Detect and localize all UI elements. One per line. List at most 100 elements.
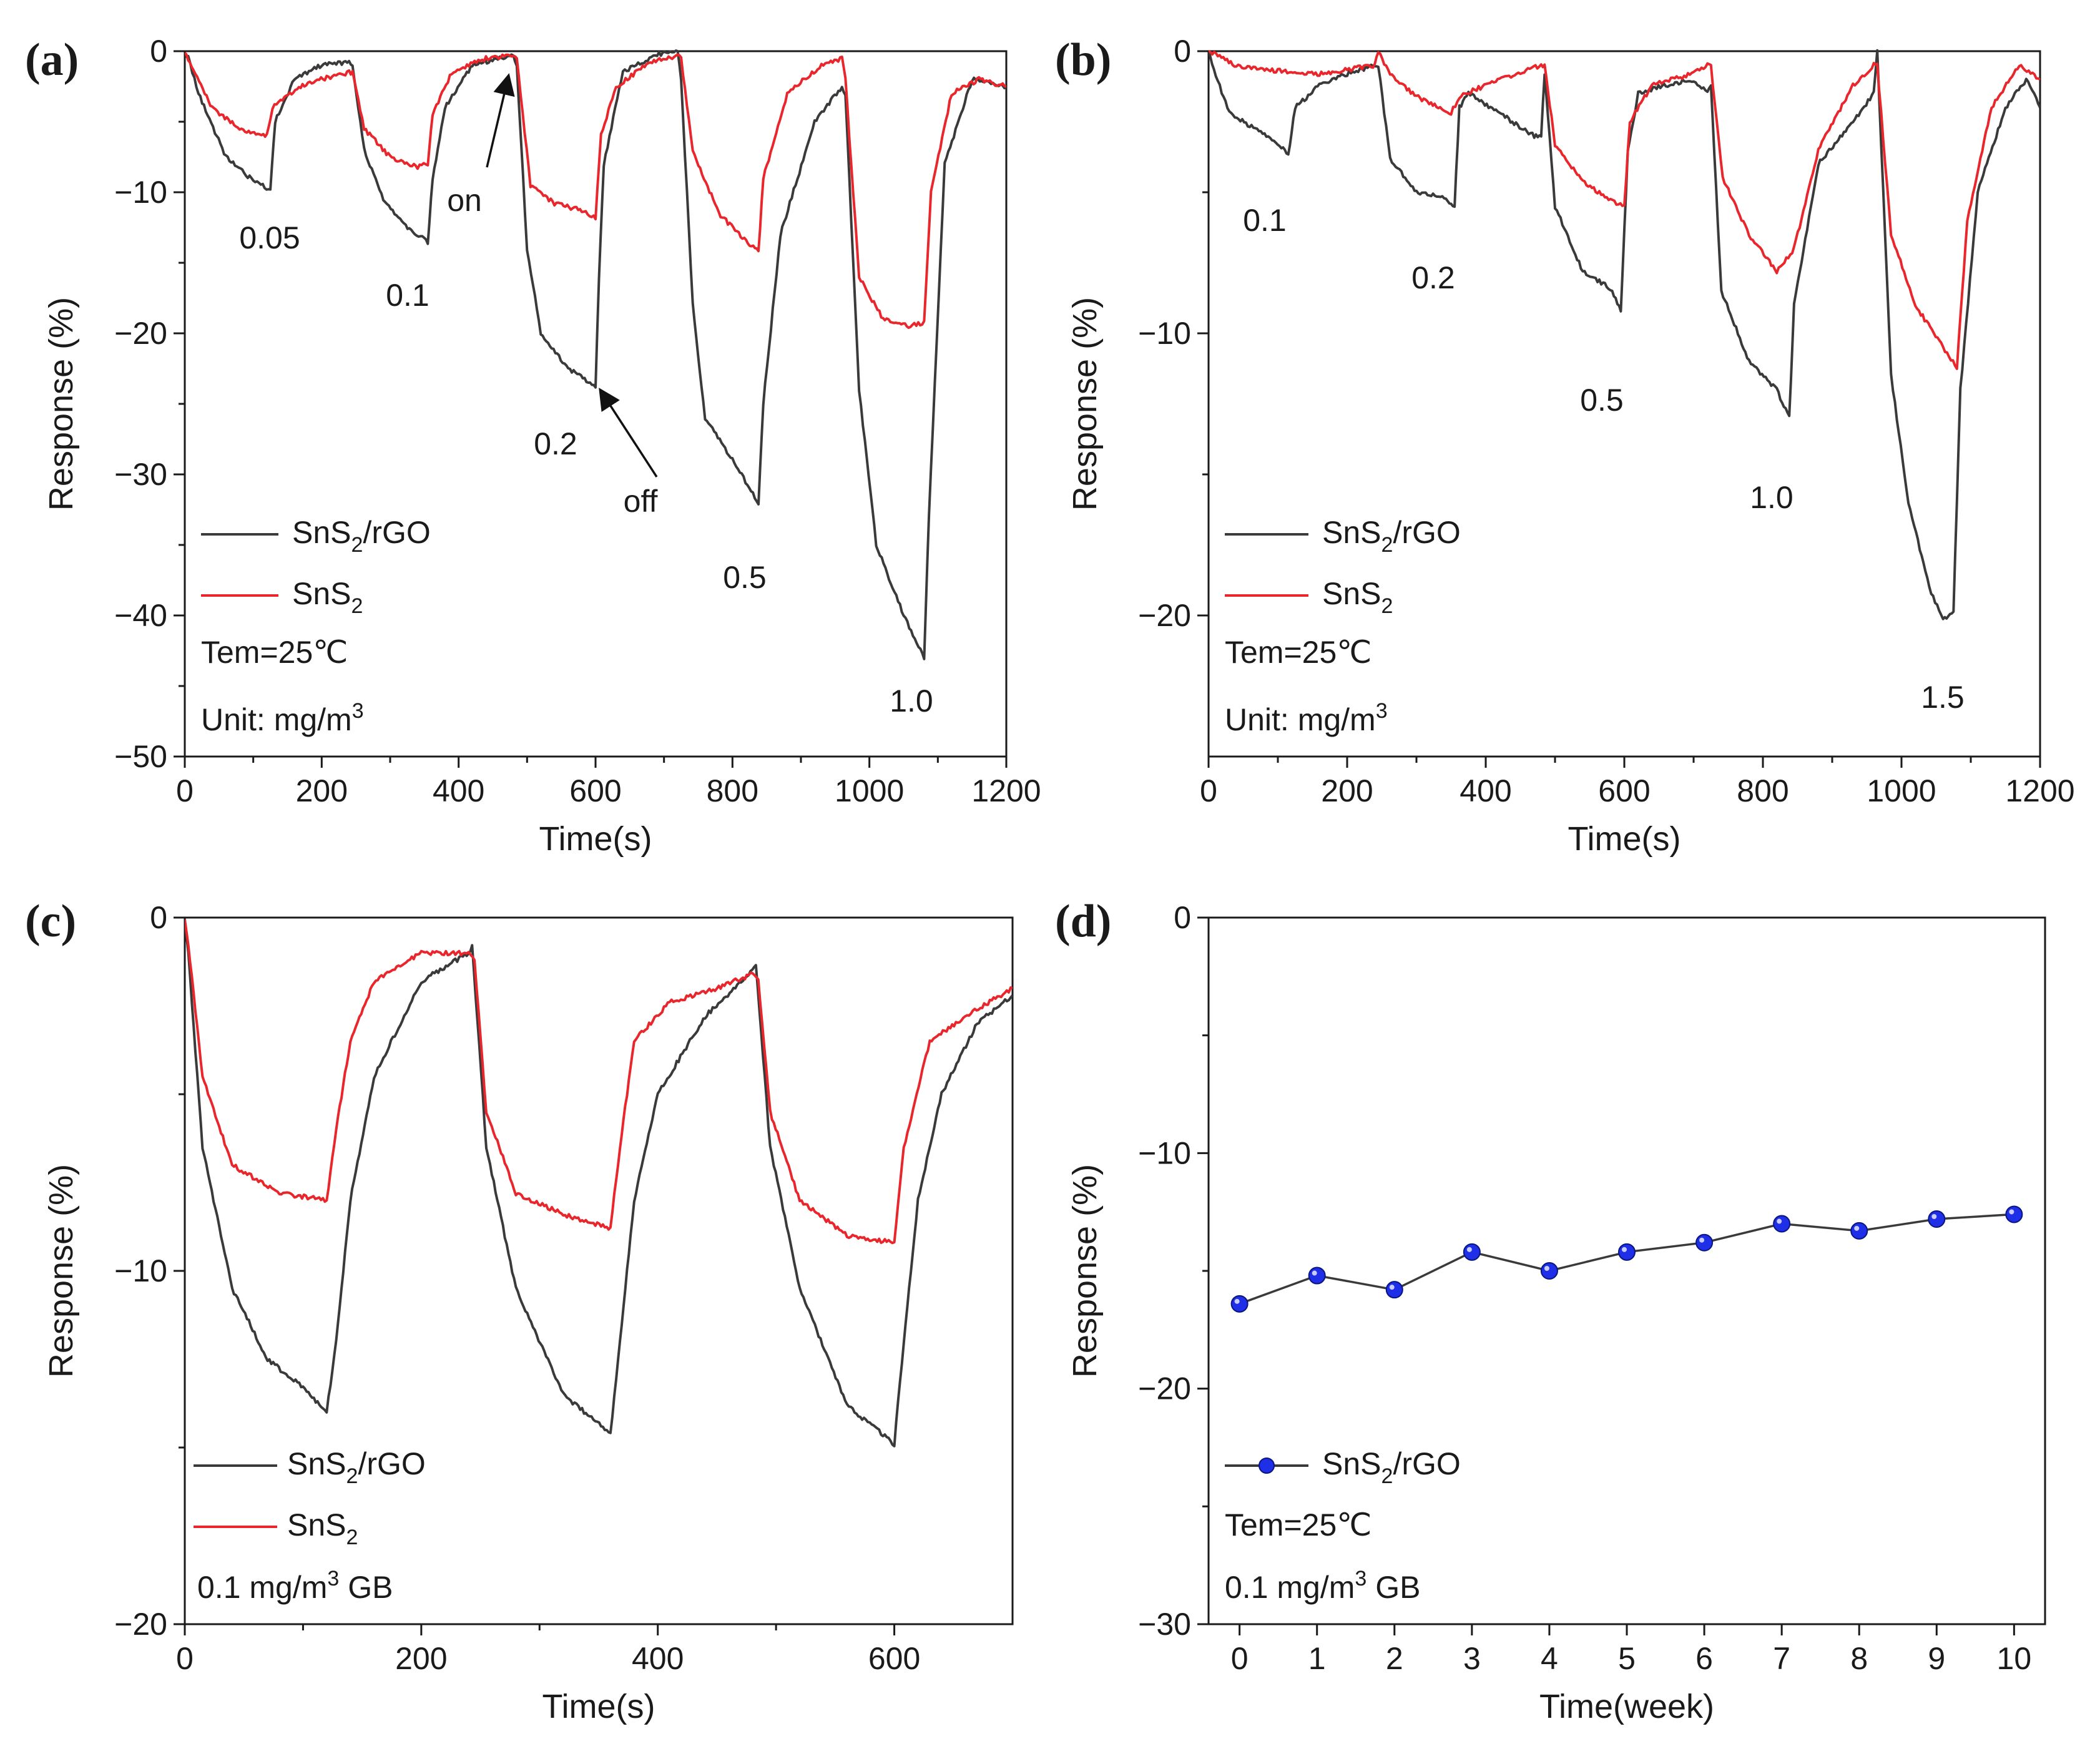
concentration-label-a: 0.1: [386, 278, 429, 313]
legend-label-a-sub: 2: [351, 533, 363, 557]
annotation-on: on: [447, 183, 482, 218]
note-d: 0.1 mg/m3 GB: [1225, 1567, 1420, 1605]
series-line-sns2-rgo-a: [185, 49, 1006, 660]
note-d-sup: 3: [1355, 1567, 1366, 1590]
data-point-highlight: [1389, 1285, 1395, 1290]
legend-label-d: SnS2/rGO: [1322, 1446, 1461, 1488]
series-line-sns2-a: [185, 52, 1006, 330]
note-a-main: Tem=25℃: [201, 635, 348, 670]
legend-label-c-tail: /rGO: [358, 1446, 425, 1481]
x-tick-label-d: 1: [1308, 1641, 1326, 1676]
series-line-sns2-rgo-b: [1209, 49, 2040, 620]
legend-label-d-tail: /rGO: [1393, 1446, 1460, 1481]
concentration-label-a: 0.05: [239, 220, 300, 255]
legend-label-b: SnS2: [1322, 576, 1393, 618]
legend-label-b-main: SnS: [1322, 515, 1381, 550]
x-tick-label-c: 600: [868, 1641, 920, 1676]
note-c-sup: 3: [327, 1567, 339, 1590]
x-tick-label-b: 400: [1460, 773, 1511, 808]
y-tick-label-c: −10: [114, 1253, 167, 1288]
panel-a: (a) 0 200 400 600 800 1000 1200 0 −10 −20 −30 −40 −50…: [25, 34, 1041, 858]
concentration-label-b: 0.2: [1411, 260, 1455, 295]
note-a-main: Unit: mg/m: [201, 702, 352, 737]
note-b-main: Tem=25℃: [1225, 635, 1371, 670]
legend-label-d-main: SnS: [1322, 1446, 1381, 1481]
x-tick-label-d: 8: [1850, 1641, 1868, 1676]
note-d-main: Tem=25℃: [1225, 1507, 1371, 1542]
x-tick-label-b: 600: [1598, 773, 1650, 808]
y-tick-label-d: −10: [1138, 1135, 1191, 1170]
concentration-label-b: 0.5: [1580, 383, 1624, 418]
data-point-highlight: [1777, 1218, 1782, 1224]
x-tick-label-b: 200: [1321, 773, 1373, 808]
y-tick-label-d: −20: [1138, 1371, 1191, 1406]
y-tick-label-b: 0: [1174, 34, 1191, 69]
y-tick-label-c: −20: [114, 1607, 167, 1642]
x-tick-label-d: 0: [1231, 1641, 1249, 1676]
x-tick-label-d: 9: [1928, 1641, 1945, 1676]
note-c: 0.1 mg/m3 GB: [197, 1567, 393, 1605]
data-point-highlight: [1312, 1270, 1317, 1276]
data-point-week-5: [1618, 1243, 1636, 1261]
x-tick-label-a: 800: [707, 773, 758, 808]
y-axis-title-a: Response (%): [42, 297, 80, 511]
legend-label-b-sub: 2: [1381, 594, 1393, 618]
x-tick-label-d: 10: [1997, 1641, 2032, 1676]
note-c-tail: GB: [339, 1570, 393, 1605]
legend-label-a: SnS2/rGO: [292, 515, 431, 557]
series-group-a: [185, 49, 1006, 660]
annotation-off: off: [624, 484, 658, 519]
panel-b: (b) 0 200 400 600 800 1000 1200 0 −10 −20 Time(s) Re…: [1055, 34, 2075, 858]
legend-label-b: SnS2/rGO: [1322, 515, 1461, 557]
data-point-highlight: [1931, 1213, 1937, 1219]
x-tick-label-a: 0: [176, 773, 194, 808]
annotation-arrow-on: [486, 73, 515, 168]
data-point-highlight: [1854, 1225, 1860, 1231]
panel-d: (d) 0 1 2 3 4 5 6 7 8 9 10 0 −10 −20 −30 Time(week) Respo…: [1055, 896, 2046, 1725]
data-point-week-0: [1230, 1295, 1249, 1313]
legend-label-c: SnS2/rGO: [287, 1446, 426, 1488]
legend-marker-d: [1259, 1458, 1275, 1474]
concentration-label-b: 1.0: [1750, 480, 1793, 515]
legend-label-b-tail: /rGO: [1393, 515, 1460, 550]
concentration-label-b: 0.1: [1243, 203, 1287, 238]
legend-label-a-tail: /rGO: [363, 515, 430, 550]
series-group-b: [1209, 49, 2040, 620]
panel-label-a: (a): [25, 34, 79, 86]
data-point-highlight: [1699, 1237, 1705, 1243]
data-point-week-8: [1850, 1222, 1868, 1240]
note-a: Unit: mg/m3: [201, 699, 364, 737]
legend-label-a-main: SnS: [292, 576, 351, 611]
legend-label-b-main: SnS: [1322, 576, 1381, 611]
data-point-week-3: [1463, 1243, 1481, 1261]
legend-label-c: SnS2: [287, 1507, 358, 1549]
x-tick-label-b: 1000: [1867, 773, 1936, 808]
x-axis-title-c: Time(s): [542, 1688, 655, 1725]
x-tick-label-c: 200: [395, 1641, 447, 1676]
y-axis-title-d: Response (%): [1066, 1164, 1104, 1378]
legend-label-a: SnS2: [292, 576, 363, 618]
legend-label-c-main: SnS: [287, 1507, 346, 1542]
y-tick-label-a: −50: [114, 739, 167, 774]
panel-label-b: (b): [1055, 34, 1111, 86]
legend-label-c-main: SnS: [287, 1446, 346, 1481]
x-tick-label-a: 1200: [971, 773, 1041, 808]
concentration-label-a: 0.5: [723, 560, 767, 595]
y-tick-label-b: −20: [1138, 598, 1191, 633]
note-b-main: Unit: mg/m: [1225, 702, 1376, 737]
data-point-highlight: [1622, 1247, 1627, 1252]
data-point-highlight: [1544, 1266, 1549, 1271]
panel-label-d: (d): [1055, 896, 1111, 947]
note-a: Tem=25℃: [201, 635, 348, 670]
x-tick-label-b: 0: [1200, 773, 1217, 808]
note-c-main: 0.1 mg/m: [197, 1570, 327, 1605]
panel-label-c: (c): [25, 896, 76, 947]
legend-label-c-sub: 2: [346, 1526, 358, 1549]
data-point-week-4: [1540, 1262, 1558, 1280]
note-b: Tem=25℃: [1225, 635, 1371, 670]
series-line-sns2-rgo-c: [185, 919, 1013, 1448]
y-axis-title-c: Response (%): [42, 1164, 80, 1378]
x-tick-label-c: 0: [176, 1641, 194, 1676]
x-tick-label-b: 1200: [2005, 773, 2074, 808]
y-tick-label-a: 0: [150, 34, 167, 69]
